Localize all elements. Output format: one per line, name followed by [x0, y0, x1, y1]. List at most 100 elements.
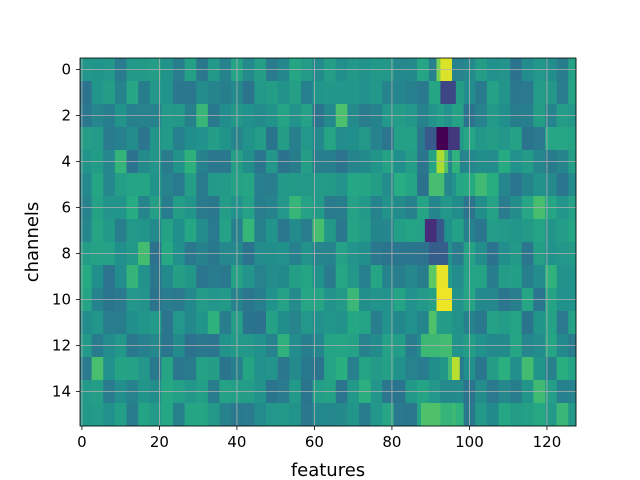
- heatmap-cell: [126, 173, 131, 197]
- heatmap-cell: [87, 127, 92, 151]
- heatmap-cell: [521, 403, 526, 427]
- heatmap-cell: [405, 311, 410, 335]
- heatmap-cell: [262, 219, 267, 243]
- y-tick-label: 2: [61, 107, 71, 125]
- heatmap-cell: [366, 357, 371, 381]
- heatmap-cell: [428, 403, 433, 427]
- heatmap-cell: [347, 81, 352, 105]
- heatmap-cell: [463, 357, 468, 381]
- heatmap-cell: [444, 81, 449, 105]
- heatmap-cell: [165, 219, 170, 243]
- heatmap-cell: [393, 173, 399, 197]
- heatmap-cell: [417, 219, 422, 243]
- heatmap-cell: [145, 403, 151, 427]
- heatmap-cell: [316, 403, 321, 427]
- heatmap-cell: [421, 265, 426, 289]
- heatmap-cell: [165, 127, 170, 151]
- heatmap-cell: [250, 127, 255, 151]
- heatmap-cell: [421, 311, 426, 335]
- heatmap-cell: [316, 81, 321, 105]
- heatmap-cell: [494, 311, 499, 335]
- heatmap-cell: [289, 127, 294, 151]
- heatmap-cell: [514, 311, 519, 335]
- heatmap-cell: [111, 265, 116, 289]
- heatmap-cell: [444, 173, 449, 197]
- heatmap-cell: [316, 173, 321, 197]
- heatmap-cell: [355, 265, 360, 289]
- heatmap-cell: [91, 265, 96, 289]
- heatmap-cell: [339, 127, 344, 151]
- heatmap-cell: [417, 265, 422, 289]
- heatmap-cell: [556, 127, 561, 151]
- heatmap-cell: [502, 357, 507, 381]
- heatmap-cell: [258, 81, 263, 105]
- heatmap-cell: [362, 403, 368, 427]
- heatmap-cell: [440, 265, 445, 289]
- heatmap-cell: [378, 127, 383, 151]
- heatmap-cell: [471, 173, 476, 197]
- heatmap-cell: [134, 219, 139, 243]
- heatmap-cell: [111, 173, 116, 197]
- heatmap-cell: [184, 311, 189, 335]
- heatmap-cell: [343, 265, 348, 289]
- heatmap-cell: [475, 173, 480, 197]
- heatmap-cell: [308, 81, 313, 105]
- heatmap-cell: [269, 311, 275, 335]
- heatmap-cell: [118, 357, 123, 381]
- heatmap-cell: [506, 357, 511, 381]
- heatmap-cell: [436, 357, 441, 381]
- heatmap-cell: [335, 173, 340, 197]
- heatmap-cell: [506, 81, 511, 105]
- heatmap-cell: [529, 127, 534, 151]
- heatmap-cell: [184, 219, 189, 243]
- heatmap-cell: [343, 219, 348, 243]
- heatmap-cell: [510, 173, 515, 197]
- heatmap-cell: [153, 127, 158, 151]
- heatmap-cell: [285, 357, 290, 381]
- heatmap-cell: [351, 81, 356, 105]
- heatmap-cell: [219, 127, 224, 151]
- heatmap-cell: [486, 81, 492, 105]
- heatmap-cell: [506, 127, 511, 151]
- heatmap-cell: [83, 219, 89, 243]
- heatmap-cell: [111, 127, 116, 151]
- heatmap-cell: [200, 81, 205, 105]
- heatmap-cell: [269, 127, 275, 151]
- heatmap-cell: [142, 219, 147, 243]
- heatmap-cell: [510, 127, 515, 151]
- heatmap-cell: [455, 81, 461, 105]
- heatmap-cell: [304, 81, 309, 105]
- heatmap-cell: [107, 173, 112, 197]
- heatmap-cell: [370, 265, 375, 289]
- heatmap-cell: [452, 81, 457, 105]
- heatmap-cell: [91, 127, 96, 151]
- heatmap-cell: [114, 265, 120, 289]
- heatmap-cell: [506, 265, 511, 289]
- heatmap-cell: [293, 311, 298, 335]
- heatmap-cell: [405, 173, 410, 197]
- heatmap-cell: [300, 81, 306, 105]
- heatmap-cell: [293, 265, 298, 289]
- heatmap-cell: [339, 173, 344, 197]
- heatmap-cell: [359, 265, 364, 289]
- heatmap-cell: [281, 265, 286, 289]
- heatmap-cell: [448, 357, 453, 381]
- heatmap-cell: [250, 173, 255, 197]
- heatmap-cell: [475, 311, 480, 335]
- heatmap-cell: [421, 81, 426, 105]
- heatmap-cell: [421, 357, 426, 381]
- heatmap-cell: [362, 311, 368, 335]
- heatmap-cell: [452, 127, 457, 151]
- heatmap-cell: [351, 219, 356, 243]
- heatmap-cell: [169, 357, 174, 381]
- heatmap-cell: [165, 173, 170, 197]
- heatmap-cell: [366, 219, 371, 243]
- heatmap-cell: [114, 357, 120, 381]
- heatmap-cell: [149, 219, 154, 243]
- heatmap-cell: [273, 219, 278, 243]
- heatmap-cell: [142, 173, 147, 197]
- heatmap-cell: [293, 173, 298, 197]
- heatmap-cell: [211, 81, 216, 105]
- heatmap-cell: [145, 265, 151, 289]
- heatmap-cell: [483, 173, 488, 197]
